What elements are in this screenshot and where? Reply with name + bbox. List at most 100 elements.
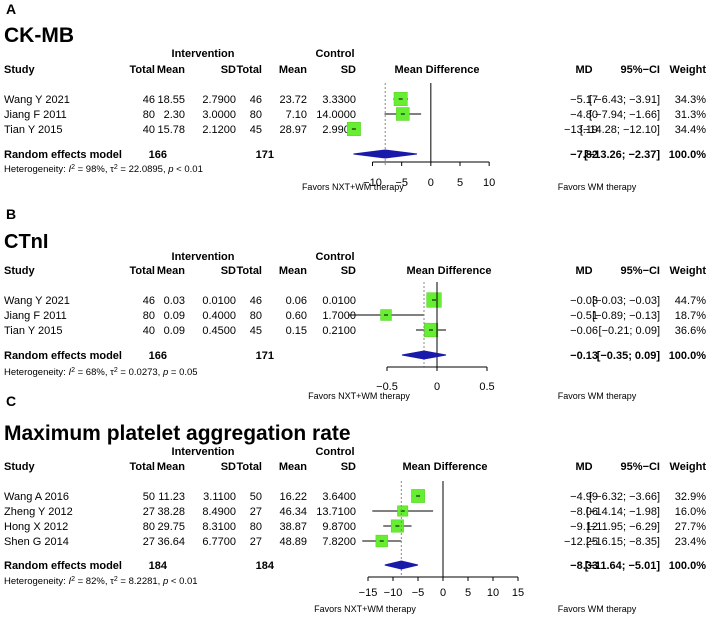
study-md: −13.19 [564,124,598,136]
control-sd: 7.8200 [322,536,356,548]
intervention-total: 80 [143,109,155,121]
header-weight: Weight [670,265,707,277]
control-sd: 3.6400 [322,491,356,503]
header-mean: Mean [157,64,185,76]
intervention-total: 27 [143,506,155,518]
header-weight: Weight [670,461,707,473]
intervention-mean: 0.03 [164,295,185,307]
header-total: Total [130,64,155,76]
intervention-mean: 36.64 [157,536,185,548]
control-total: 45 [250,124,262,136]
intervention-sd: 2.1200 [202,124,236,136]
pooled-control-total: 184 [256,560,275,572]
intervention-sd: 0.0100 [202,295,236,307]
pooled-label: Random effects model [4,560,122,572]
intervention-mean: 0.09 [164,325,185,337]
study-weight: 31.3% [675,109,706,121]
favors-left-label: Favors NXT+WM therapy [314,604,416,614]
control-sd: 13.7100 [316,506,356,518]
favors-left-label: Favors NXT+WM therapy [302,182,404,192]
control-total: 46 [250,295,262,307]
x-axis-tick-label: −5 [412,587,425,599]
intervention-sd: 8.4900 [202,506,236,518]
x-axis-tick-label: 5 [457,177,463,189]
pooled-ci: [−13.26; −2.37] [584,149,660,161]
control-total: 27 [250,536,262,548]
header-sd: SD [221,64,236,76]
study-label: Wang A 2016 [4,491,69,503]
x-axis-tick-label: 0.5 [479,381,494,393]
intervention-mean: 29.75 [157,521,185,533]
header-sd: SD [221,461,236,473]
study-weight: 23.4% [675,536,706,548]
pooled-md: −8.33 [570,560,598,572]
pooled-label: Random effects model [4,350,122,362]
pooled-intervention-total: 166 [149,149,167,161]
control-mean: 23.72 [279,94,307,106]
x-axis-tick-label: −5 [395,177,408,189]
intervention-mean: 0.09 [164,310,185,322]
x-axis-tick-label: −10 [384,587,403,599]
pooled-diamond [401,350,447,360]
x-axis-tick-label: −15 [359,587,378,599]
pooled-weight: 100.0% [669,149,707,161]
pooled-md: −0.13 [570,350,598,362]
x-axis-tick-label: 10 [487,587,499,599]
control-total: 80 [250,521,262,533]
control-mean: 0.06 [286,295,307,307]
header-mean: Mean [279,265,307,277]
control-mean: 0.60 [286,310,307,322]
intervention-sd: 3.0000 [202,109,236,121]
pooled-intervention-total: 166 [149,350,167,362]
study-ci: [−16.15; −8.35] [586,536,660,548]
study-label: Tian Y 2015 [4,124,63,136]
panel-letter: A [6,1,16,17]
header-mean-difference: Mean Difference [407,265,492,277]
study-weight: 18.7% [675,310,706,322]
control-mean: 28.97 [279,124,307,136]
x-axis-tick-label: 0 [428,177,434,189]
intervention-mean: 38.28 [157,506,185,518]
study-weight: 36.6% [675,325,706,337]
header-md: MD [575,64,592,76]
intervention-mean: 11.23 [158,491,185,503]
x-axis-tick-label: −10 [363,177,382,189]
favors-right-label: Favors WM therapy [558,604,637,614]
panel-letter: C [6,393,16,409]
intervention-total: 40 [143,124,155,136]
intervention-sd: 2.7900 [202,94,236,106]
heterogeneity-text: Heterogeneity: I2 = 68%, τ2 = 0.0273, p … [4,367,198,379]
panel-letter: B [6,206,16,222]
study-label: Hong X 2012 [4,521,68,533]
pooled-label: Random effects model [4,149,122,161]
control-mean: 46.34 [279,506,307,518]
study-md: −5.17 [570,94,598,106]
control-sd: 14.0000 [316,109,356,121]
study-weight: 34.4% [675,124,706,136]
control-total: 45 [250,325,262,337]
study-md: −0.06 [570,325,598,337]
favors-right-label: Favors WM therapy [558,391,637,401]
study-md: −4.80 [570,109,598,121]
header-sd: SD [341,461,356,473]
pooled-ci: [−0.35; 0.09] [597,350,661,362]
header-control: Control [315,446,354,458]
study-md: −0.51 [570,310,598,322]
header-mean: Mean [157,461,185,473]
study-weight: 44.7% [675,295,706,307]
header-ci: 95%−CI [621,461,660,473]
x-axis-tick-label: −0.5 [376,381,398,393]
heterogeneity-text: Heterogeneity: I2 = 98%, τ2 = 22.0895, p… [4,164,203,176]
study-weight: 27.7% [675,521,706,533]
header-total: Total [237,461,262,473]
pooled-md: −7.82 [570,149,598,161]
header-md: MD [575,265,592,277]
pooled-control-total: 171 [256,350,274,362]
favors-left-label: Favors NXT+WM therapy [308,391,410,401]
control-sd: 1.7000 [322,310,356,322]
header-mean-difference: Mean Difference [403,461,488,473]
header-intervention: Intervention [172,251,235,263]
study-md: −12.25 [564,536,598,548]
panel-title: CTnI [4,231,48,253]
